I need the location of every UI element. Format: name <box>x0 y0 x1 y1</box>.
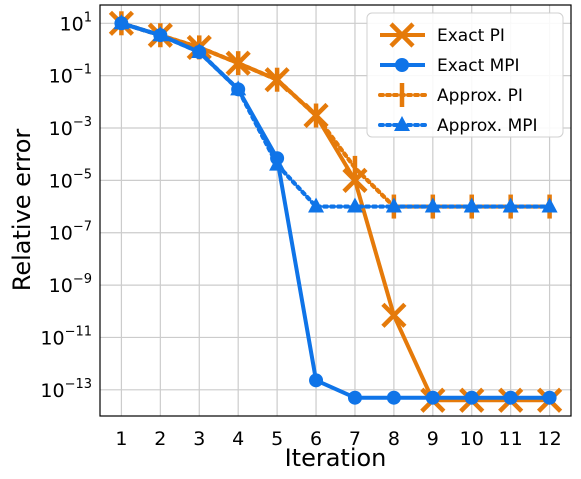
data-point <box>347 390 362 405</box>
y-tick-label: 10−5 <box>49 167 92 192</box>
plot-series <box>108 10 563 413</box>
legend-item: Exact PI <box>380 22 505 48</box>
y-axis-label: Relative error <box>8 129 36 292</box>
data-point <box>308 197 325 213</box>
data-point <box>152 26 169 42</box>
x-tick-label: 12 <box>537 428 561 450</box>
data-point <box>113 14 130 30</box>
data-point <box>424 197 441 213</box>
x-axis-ticks: 1 2 3 4 5 6 7 8 9 10 11 12 <box>115 428 561 450</box>
x-tick-label: 7 <box>349 428 361 450</box>
data-point <box>464 390 479 405</box>
y-tick-label: 101 <box>60 10 92 35</box>
legend-marker <box>395 58 409 72</box>
y-tick-label: 10−7 <box>49 220 92 245</box>
data-point <box>309 373 324 388</box>
data-point <box>230 80 247 96</box>
data-point <box>191 43 208 59</box>
legend-marker <box>394 116 410 131</box>
x-tick-label: 11 <box>499 428 523 450</box>
data-point <box>541 197 558 213</box>
data-point <box>386 390 401 405</box>
data-point <box>463 197 480 213</box>
x-tick-label: 9 <box>427 428 439 450</box>
series-line <box>119 21 552 209</box>
data-point <box>269 155 286 171</box>
plot-frame <box>99 4 572 417</box>
legend-label: Exact MPI <box>437 56 520 76</box>
y-tick-label: 10−3 <box>49 115 92 140</box>
x-tick-label: 3 <box>193 428 205 450</box>
y-axis-ticks: 101 10−1 10−3 10−5 10−7 10−9 10−11 10−13 <box>40 10 92 402</box>
x-axis-label: Iteration <box>285 444 387 472</box>
data-point <box>542 390 557 405</box>
legend-label: Exact PI <box>437 26 505 46</box>
legend: Exact PI Exact MPI Approx. PI Approx. MPI <box>366 12 564 138</box>
x-tick-label: 1 <box>115 428 127 450</box>
legend-item: Approx. PI <box>378 83 523 107</box>
data-point <box>503 390 518 405</box>
legend-label: Approx. MPI <box>437 116 538 136</box>
y-tick-label: 10−11 <box>40 324 92 349</box>
legend-item: Approx. MPI <box>378 116 538 136</box>
legend-label: Approx. PI <box>437 86 523 106</box>
y-tick-label: 10−1 <box>49 63 92 88</box>
x-tick-label: 10 <box>460 428 484 450</box>
y-tick-label: 10−9 <box>49 272 92 297</box>
data-point <box>346 197 363 213</box>
x-tick-label: 2 <box>154 428 166 450</box>
x-tick-label: 6 <box>310 428 322 450</box>
data-point <box>425 390 440 405</box>
legend-marker <box>389 22 415 48</box>
y-tick-label: 10−13 <box>40 377 92 402</box>
x-tick-label: 8 <box>388 428 400 450</box>
data-point <box>385 197 402 213</box>
data-point <box>381 302 407 328</box>
legend-box <box>366 12 564 138</box>
legend-item: Exact MPI <box>380 56 520 76</box>
x-tick-label: 5 <box>271 428 283 450</box>
series-approx-mpi <box>113 14 558 213</box>
x-tick-label: 4 <box>232 428 244 450</box>
data-point <box>502 197 519 213</box>
